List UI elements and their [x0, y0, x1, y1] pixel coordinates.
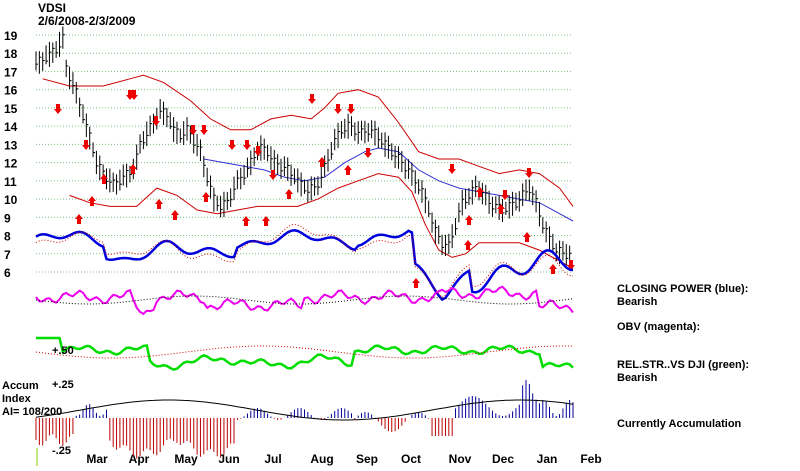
y-tick-label: 10 [4, 193, 18, 207]
accum-bottom-tick-label: -.25 [52, 445, 71, 457]
chart-title: VDSI [38, 1, 66, 15]
rel-str-label: REL.STR..VS DJI (green): [617, 359, 750, 371]
y-tick-label: 7 [4, 248, 11, 262]
x-tick-labels: Mar Apr May Jun Jul Aug Sep Oct Nov Dec Jan Feb [86, 452, 601, 466]
closing-power-series [35, 229, 574, 302]
down-arrow [269, 170, 277, 180]
rel-strength-line [35, 336, 574, 371]
down-arrow [334, 104, 342, 114]
y-tick-label: 8 [4, 230, 11, 244]
up-arrow [155, 199, 163, 209]
up-arrow [465, 215, 473, 225]
band-lower-band [69, 173, 574, 269]
down-arrow [567, 260, 575, 270]
up-arrow [549, 264, 557, 274]
band-moving-average [203, 147, 574, 222]
y-tick-label: 15 [4, 102, 18, 116]
x-tick-label: Jan [537, 452, 558, 466]
price-bars [35, 26, 572, 266]
down-arrow [448, 164, 456, 174]
accum-label-line-3: AI= 108/200 [2, 406, 62, 418]
y-tick-label: 11 [4, 175, 17, 189]
up-arrow [497, 204, 505, 214]
y-tick-label: 18 [4, 47, 18, 61]
accum-status: Currently Accumulation [617, 418, 742, 430]
x-tick-label: Mar [86, 452, 108, 466]
up-arrow [202, 192, 210, 202]
up-arrow [318, 157, 326, 167]
down-arrow [189, 125, 197, 135]
chart-subtitle: 2/6/2008-2/3/2009 [38, 14, 136, 28]
up-arrow [344, 165, 352, 175]
down-arrow [130, 90, 138, 100]
accum-index-histogram [35, 380, 574, 459]
down-arrow [308, 94, 316, 104]
down-arrow [228, 140, 236, 150]
closing-power-state: Bearish [617, 296, 658, 308]
y-tick-label: 9 [4, 211, 11, 225]
up-arrow [75, 214, 83, 224]
x-tick-label: Oct [401, 452, 421, 466]
y-tick-label: 13 [4, 138, 18, 152]
y-tick-labels: 19 18 17 16 15 14 13 12 11 10 9 8 7 6 [4, 29, 18, 280]
up-arrow [285, 189, 293, 199]
x-tick-label: Nov [449, 452, 472, 466]
rel-str-state: Bearish [617, 372, 658, 384]
down-arrow [364, 148, 372, 158]
y-tick-label: 6 [4, 266, 11, 280]
down-arrow [347, 104, 355, 114]
up-arrow [412, 278, 420, 288]
up-arrow [262, 216, 270, 226]
price-grid [36, 34, 573, 466]
down-arrow [243, 140, 251, 150]
x-tick-label: Jul [264, 452, 281, 466]
closing-power-line [35, 223, 574, 302]
x-tick-label: Sep [356, 452, 378, 466]
y-tick-label: 14 [4, 120, 18, 134]
up-arrow [476, 187, 484, 197]
y-tick-label: 17 [4, 65, 18, 79]
x-tick-label: Aug [310, 452, 333, 466]
down-arrow [501, 190, 509, 200]
obv-line [35, 285, 574, 316]
accum-top-tick-label: +.25 [52, 379, 74, 391]
down-arrow [82, 140, 90, 150]
accum-average [35, 399, 574, 421]
x-tick-label: May [174, 452, 198, 466]
up-arrow [464, 240, 472, 250]
accum-label-line-1: Accum [2, 380, 39, 392]
y-tick-label: 19 [4, 29, 18, 43]
obv-series [35, 285, 574, 316]
up-arrow [100, 174, 108, 184]
band-upper-band [42, 74, 574, 207]
closing-power-label: CLOSING POWER (blue): [617, 283, 749, 295]
y-tick-label: 16 [4, 84, 18, 98]
accum-label-line-2: Index [2, 393, 32, 405]
down-arrow [525, 168, 533, 178]
price-bands [42, 74, 574, 269]
signal-arrows [54, 90, 575, 288]
down-arrow [54, 104, 62, 114]
obv-label: OBV (magenta): [617, 321, 701, 333]
x-tick-label: Dec [492, 452, 514, 466]
up-arrow [171, 210, 179, 220]
up-arrow [523, 232, 531, 242]
down-arrow [254, 146, 262, 156]
x-tick-label: Feb [580, 452, 601, 466]
down-arrow [152, 116, 160, 126]
rel-str-series [36, 336, 574, 371]
x-tick-label: Apr [129, 452, 150, 466]
x-tick-label: Jun [218, 452, 239, 466]
up-arrow [242, 216, 250, 226]
up-arrow [129, 164, 137, 174]
down-arrow [200, 125, 208, 135]
y-tick-label: 12 [4, 157, 18, 171]
rel-str-tick-label: +.50 [52, 345, 74, 357]
up-arrow [88, 196, 96, 206]
